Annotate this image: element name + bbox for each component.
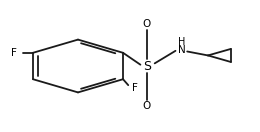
Text: H: H xyxy=(178,37,186,47)
Text: F: F xyxy=(11,48,17,58)
Text: F: F xyxy=(132,83,138,93)
Text: S: S xyxy=(143,60,151,72)
Text: N: N xyxy=(178,45,186,55)
Text: O: O xyxy=(143,19,151,29)
Text: O: O xyxy=(143,101,151,111)
